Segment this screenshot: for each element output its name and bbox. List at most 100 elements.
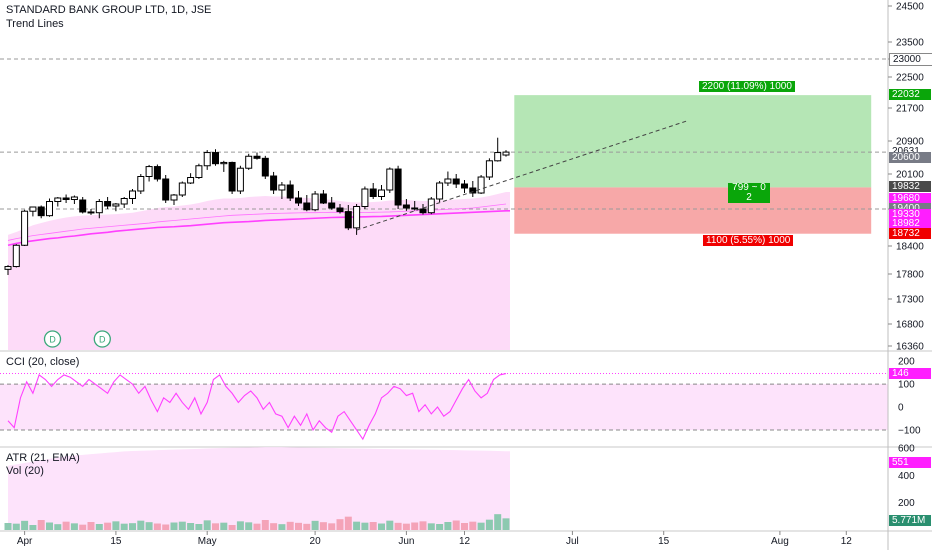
candle xyxy=(203,150,211,170)
candle xyxy=(62,194,70,203)
trend-line[interactable] xyxy=(356,119,689,231)
target-label: 2200 (11.09%) 1000 xyxy=(699,81,795,93)
time-tick-label: 15 xyxy=(658,536,670,547)
cci-tick-label: −100 xyxy=(898,425,921,436)
cci-last-tag: 146 xyxy=(889,367,931,379)
cci-tick-label: 0 xyxy=(898,403,904,414)
candle-body xyxy=(452,178,460,185)
candle xyxy=(286,180,294,201)
volume-bar xyxy=(336,519,344,530)
candle-body xyxy=(228,161,236,192)
volume-bar xyxy=(70,523,78,530)
candle xyxy=(178,181,186,197)
candle-body xyxy=(37,206,45,217)
candle xyxy=(129,189,136,204)
candle xyxy=(162,175,170,203)
volume-bar xyxy=(95,524,103,530)
candle xyxy=(195,163,203,179)
volume-bar xyxy=(195,524,203,530)
time-tick-label: 15 xyxy=(110,536,122,547)
cci-pane xyxy=(0,373,888,441)
candle-body xyxy=(104,201,112,207)
volume-bar xyxy=(452,520,460,530)
price-tick-label: 21700 xyxy=(896,104,924,115)
candle xyxy=(21,209,29,246)
price-tag-23000: 23000 xyxy=(889,53,932,66)
candle-body xyxy=(54,197,62,202)
candle xyxy=(452,174,460,188)
volume-bar xyxy=(87,522,95,530)
volume-bar xyxy=(278,524,286,530)
volume-bar xyxy=(369,522,377,530)
cci-band xyxy=(0,384,888,430)
volume-bar xyxy=(261,520,269,530)
volume-bar xyxy=(386,520,394,530)
price-tick-label: 20100 xyxy=(896,170,924,181)
volume-bar xyxy=(485,519,493,530)
candle xyxy=(319,190,327,204)
candle xyxy=(278,182,286,199)
candle xyxy=(70,195,78,204)
candle xyxy=(502,150,510,157)
volume-bar xyxy=(170,522,178,530)
volume-bar xyxy=(29,525,37,530)
cci-legend: CCI (20, close) xyxy=(6,356,80,368)
chart-title: STANDARD BANK GROUP LTD, 1D, JSE xyxy=(6,4,212,16)
cci-tick-label: 200 xyxy=(898,357,915,368)
volume-bar xyxy=(37,520,45,530)
long-position-tool[interactable] xyxy=(514,95,872,234)
price-tag-20631: 20631 xyxy=(889,146,931,158)
candle-body xyxy=(170,194,178,201)
vol-legend: Vol (20) xyxy=(6,465,44,477)
candle xyxy=(402,199,410,211)
volume-bar xyxy=(187,523,195,530)
cci-line xyxy=(7,373,507,441)
candle-body xyxy=(79,199,87,213)
candle-body xyxy=(120,198,128,205)
candle-body xyxy=(336,207,344,213)
candle-body xyxy=(137,176,145,192)
volume-bar xyxy=(245,522,253,530)
volume-bar xyxy=(378,523,385,530)
time-tick-label: Jul xyxy=(566,536,579,547)
candle xyxy=(212,149,219,166)
price-tick-label: 22500 xyxy=(896,73,924,84)
candle-body xyxy=(112,203,120,207)
atr-last-tag: 551 xyxy=(889,457,931,468)
entry-label-qty: 2 xyxy=(746,192,752,204)
candle xyxy=(485,158,493,180)
candle-body xyxy=(328,202,336,209)
volume-bar xyxy=(253,523,261,530)
volume-bar xyxy=(286,521,294,530)
volume-bar xyxy=(112,521,120,530)
candle xyxy=(295,191,302,206)
volume-bar xyxy=(477,522,485,530)
candle xyxy=(394,165,402,209)
ma-band-fill xyxy=(8,192,510,350)
candle xyxy=(369,183,377,199)
volume-bar xyxy=(54,524,62,530)
candle xyxy=(344,205,352,231)
candle-body xyxy=(295,197,302,204)
volume-bar xyxy=(502,518,510,530)
candle xyxy=(419,204,427,215)
price-tag-19330: 19330 xyxy=(889,209,931,221)
candle-body xyxy=(436,182,444,200)
volume-bar xyxy=(461,523,468,530)
candle-body xyxy=(319,193,327,204)
volume-bar xyxy=(162,524,170,530)
time-tick-label: Aug xyxy=(771,536,789,547)
price-tick-label: 17800 xyxy=(896,270,924,281)
volume-bar xyxy=(353,521,361,530)
volume-bar xyxy=(203,520,211,530)
candle xyxy=(444,171,452,186)
dividend-icon-label: D xyxy=(99,335,106,345)
price-tag-18732: 18732 xyxy=(889,227,931,239)
candle xyxy=(29,206,37,217)
price-tick-label: 23500 xyxy=(896,38,924,49)
candle-body xyxy=(70,196,78,200)
time-tick-label: Apr xyxy=(17,536,33,547)
atr-tick-label: 400 xyxy=(898,471,915,482)
volume-bar xyxy=(311,520,319,530)
